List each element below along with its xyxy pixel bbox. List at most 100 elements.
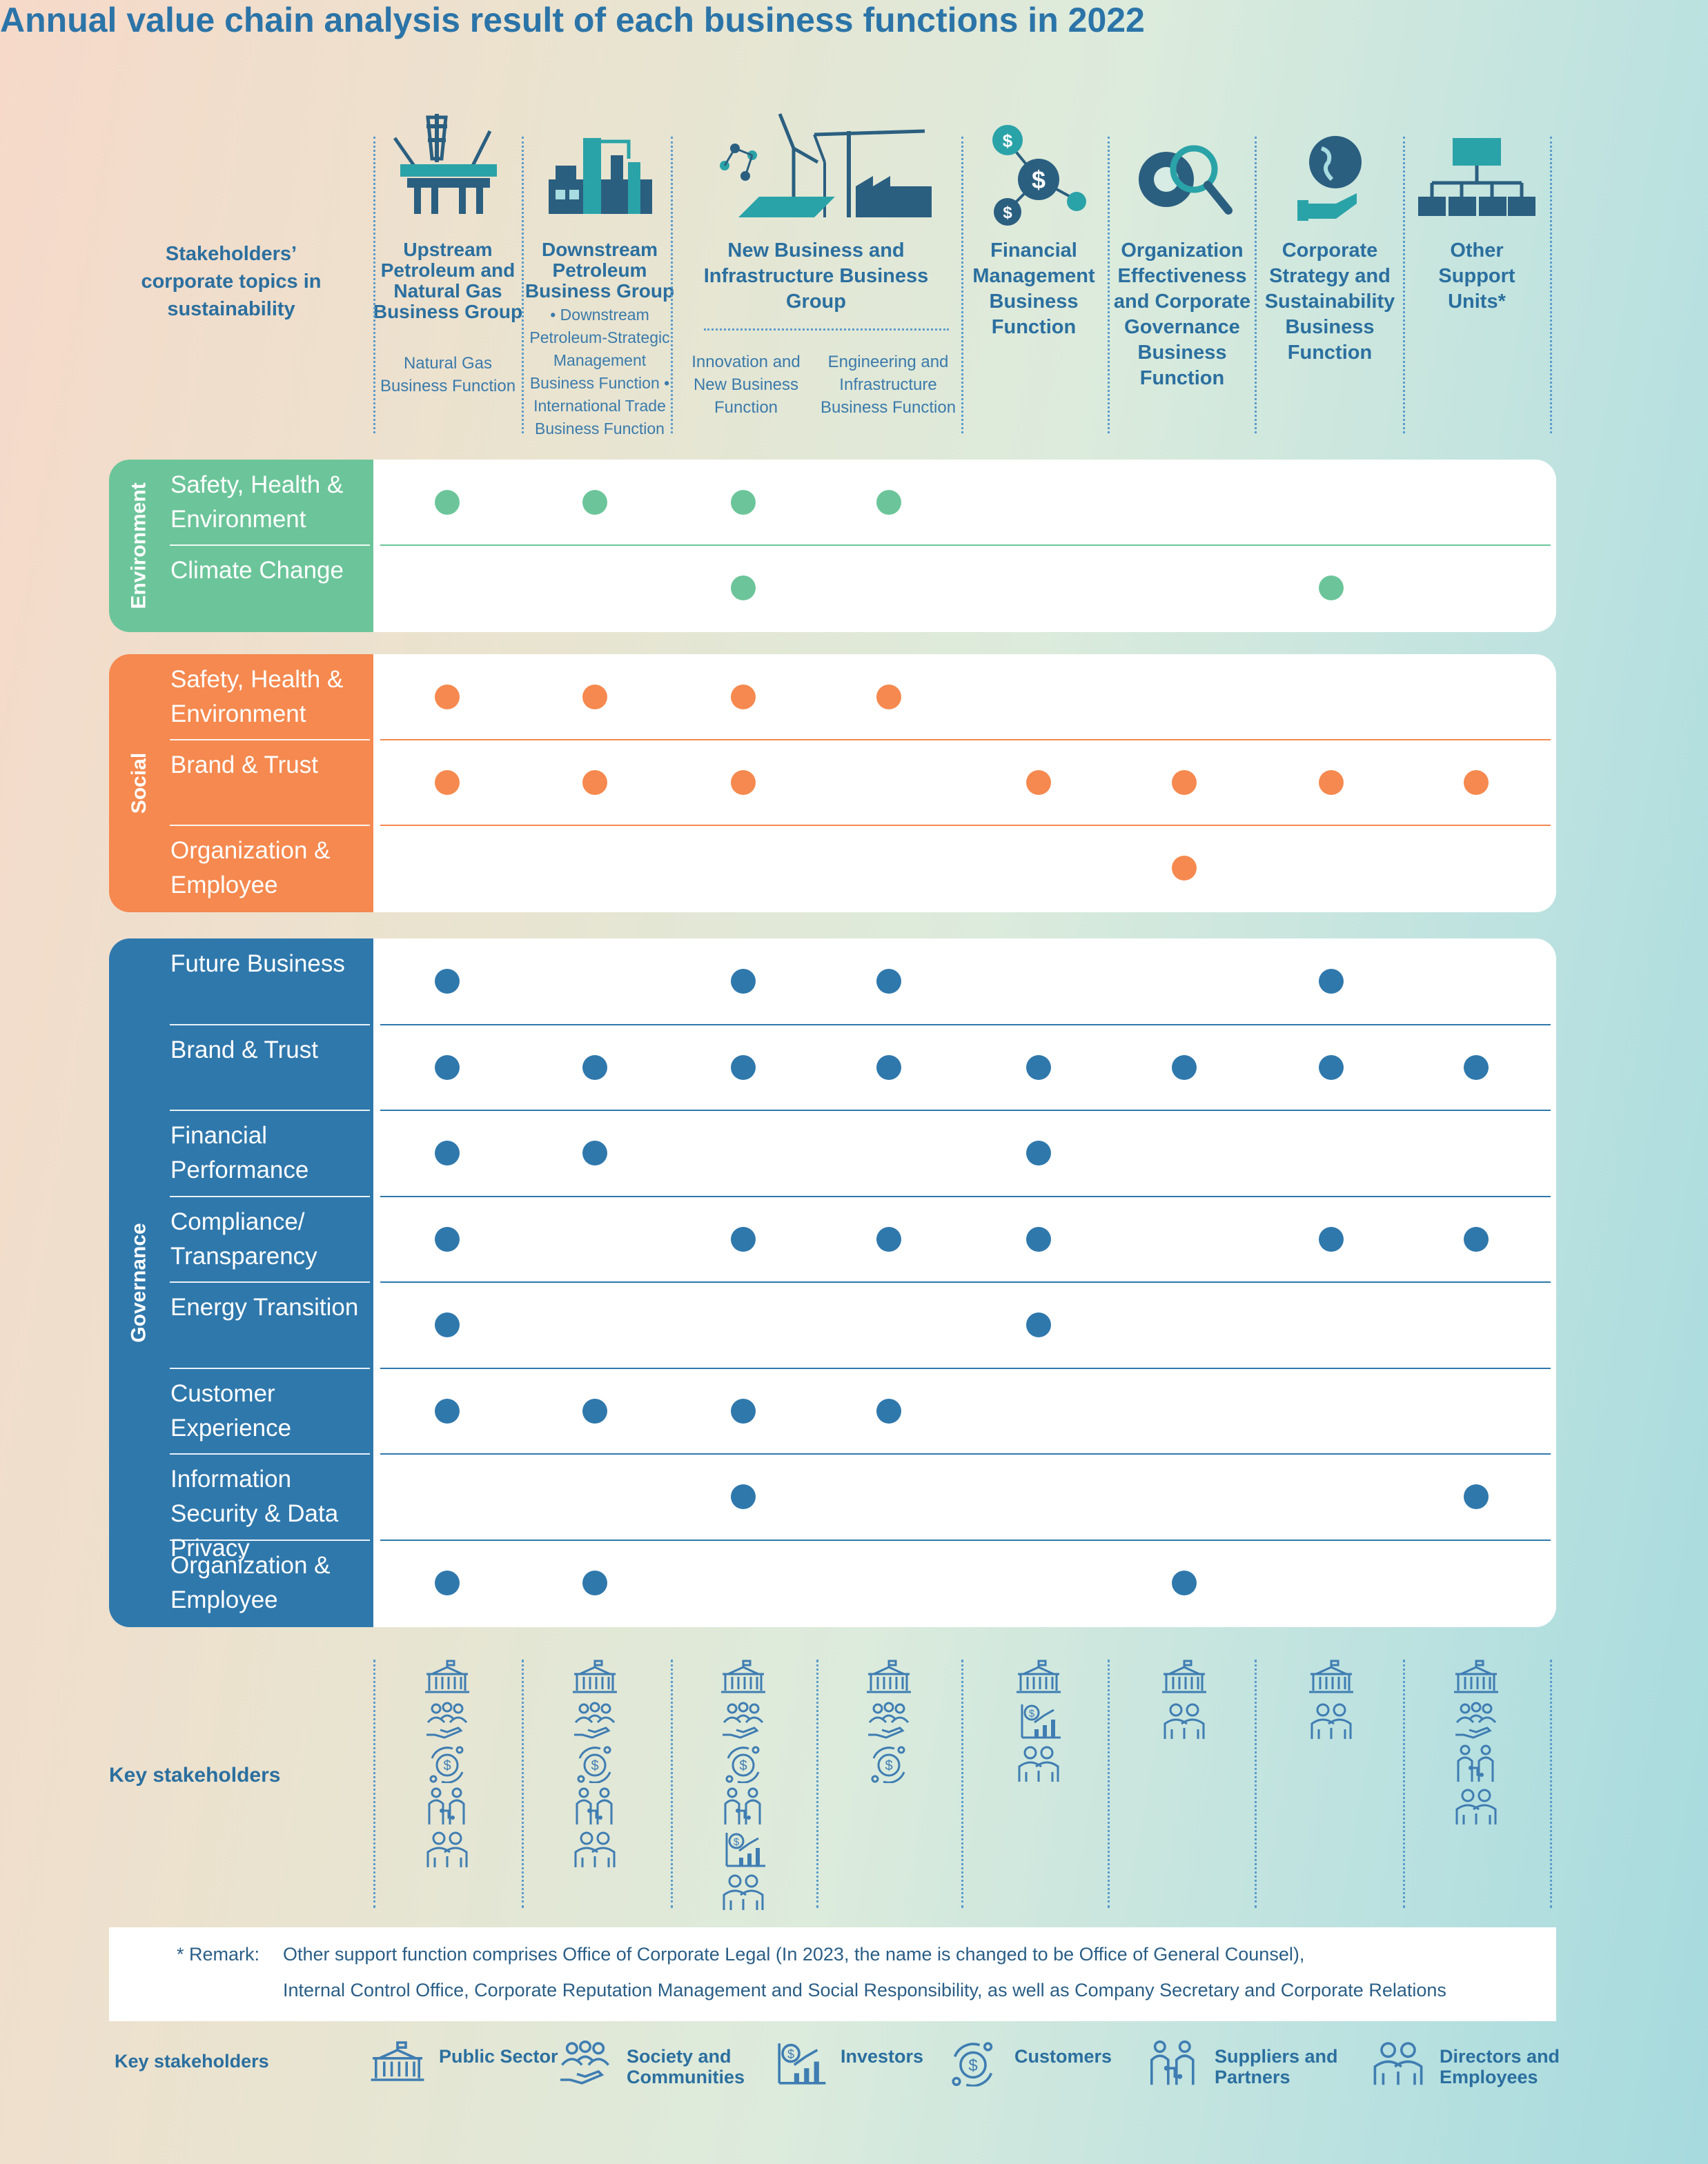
svg-text:$: $ [734, 1836, 740, 1848]
section-label-panel: Social [109, 654, 373, 912]
section-label-text: Governance [128, 1223, 151, 1343]
column-divider [671, 137, 673, 433]
topic-marker [876, 1226, 901, 1252]
column-divider [1255, 137, 1257, 433]
topic-marker [1026, 1054, 1051, 1080]
topic-marker [731, 1398, 756, 1424]
topic-marker [1319, 1226, 1344, 1252]
row-separator [170, 1195, 370, 1197]
legend-label: Key stakeholders [115, 2051, 269, 2072]
column-title-upstream: Upstream Petroleum and Natural Gas Busin… [373, 239, 523, 322]
row-topic: Energy Transition [170, 1294, 359, 1321]
row-separator [170, 1110, 370, 1111]
suppliers-icon [1451, 1744, 1501, 1783]
topic-marker [1464, 1054, 1489, 1080]
topic-marker [731, 770, 756, 795]
legend-item-label: Society and Communities [627, 2046, 745, 2087]
row-topic: Climate Change [170, 557, 344, 584]
row-topic: Compliance/ Transparency [170, 1208, 317, 1270]
topic-marker [582, 685, 607, 709]
topic-marker [1172, 1570, 1197, 1595]
topic-marker [731, 490, 756, 515]
svg-text:$: $ [591, 1758, 598, 1773]
society-icon [718, 1702, 768, 1740]
public-sector-icon [718, 1659, 768, 1698]
column-title-new-business: New Business and Infrastructure Business… [703, 239, 929, 313]
topic-marker [1172, 856, 1197, 881]
grid-separator [380, 739, 1551, 740]
customers-icon: $ [422, 1744, 472, 1784]
row-separator [170, 739, 370, 740]
row-topic: Organization & Employee [170, 1551, 331, 1613]
refinery-icon [549, 138, 652, 214]
public-sector-icon [1159, 1659, 1209, 1698]
public-sector-icon [1451, 1659, 1501, 1698]
topic-marker [731, 685, 756, 709]
column-divider [1108, 1660, 1110, 1908]
directors-icon [718, 1873, 768, 1911]
directors-icon [422, 1830, 472, 1869]
grid-separator [380, 1023, 1551, 1025]
topic-marker [582, 770, 607, 795]
section-social: Social Safety, Health & Environment Brand … [109, 654, 1556, 912]
row-separator [170, 1367, 370, 1369]
globe-in-hand-icon [1297, 136, 1362, 221]
corner-label: Stakeholders’ corporate topics in sustai… [141, 243, 322, 320]
grid-separator [380, 1367, 1551, 1369]
public-sector-icon [864, 1659, 914, 1698]
investors-icon: $ [718, 1830, 768, 1869]
investors-icon: $ [769, 2040, 829, 2086]
topic-marker [582, 1141, 607, 1166]
customers-icon: $ [718, 1744, 768, 1784]
public-sector-icon [368, 2040, 427, 2086]
topic-marker [731, 1054, 756, 1080]
column-divider [961, 137, 963, 433]
topic-marker [731, 1484, 756, 1510]
section-label-panel: Governance [109, 938, 373, 1627]
column-divider [961, 1660, 963, 1908]
topic-marker [876, 1054, 901, 1080]
topic-marker [435, 1398, 460, 1424]
society-icon [1451, 1702, 1501, 1740]
topic-marker [1026, 770, 1051, 795]
section-label-panel: Environment [109, 460, 373, 632]
remark-line-2: Internal Control Office, Corporate Reput… [283, 1980, 1446, 2000]
directors-icon [1014, 1744, 1063, 1783]
column-sub-engineering: Engineering and Infrastructure Business … [820, 353, 956, 417]
remark-line-1: Other support function comprises Office … [283, 1944, 1305, 1965]
column-divider [1403, 137, 1405, 433]
public-sector-icon [422, 1659, 472, 1698]
column-divider [522, 137, 524, 433]
topic-marker [582, 1398, 607, 1424]
customers-icon: $ [864, 1744, 914, 1784]
directors-icon [1159, 1702, 1209, 1740]
topic-marker [1319, 1054, 1344, 1080]
topic-marker [435, 1570, 460, 1595]
grid-separator [380, 1281, 1551, 1283]
svg-text:$: $ [739, 1758, 747, 1773]
topic-marker [582, 490, 607, 515]
topic-marker [1319, 576, 1344, 600]
column-divider [1108, 137, 1110, 433]
grid-separator [380, 825, 1551, 826]
directors-icon [1451, 1787, 1501, 1826]
topic-marker [435, 770, 460, 795]
topic-marker [876, 1398, 901, 1424]
topic-marker [435, 490, 460, 515]
directors-icon [1306, 1702, 1356, 1740]
row-topic: Safety, Health & Environment [170, 471, 344, 533]
topic-marker [876, 490, 901, 515]
column-divider [373, 1660, 375, 1908]
grid-separator [380, 1453, 1551, 1455]
org-chart-icon [1418, 138, 1535, 216]
svg-text:$: $ [787, 2047, 794, 2061]
topic-marker [435, 685, 460, 709]
column-title-strategy: Corporate Strategy and Sustainability Bu… [1264, 239, 1395, 364]
column-divider [1403, 1660, 1405, 1908]
section-label: Environment [119, 460, 160, 632]
topic-marker [582, 1054, 607, 1080]
topic-marker [731, 969, 756, 994]
section-environment: Environment Safety, Health & Environment C… [109, 460, 1556, 632]
column-divider [373, 137, 375, 433]
directors-icon [1368, 2040, 1428, 2086]
